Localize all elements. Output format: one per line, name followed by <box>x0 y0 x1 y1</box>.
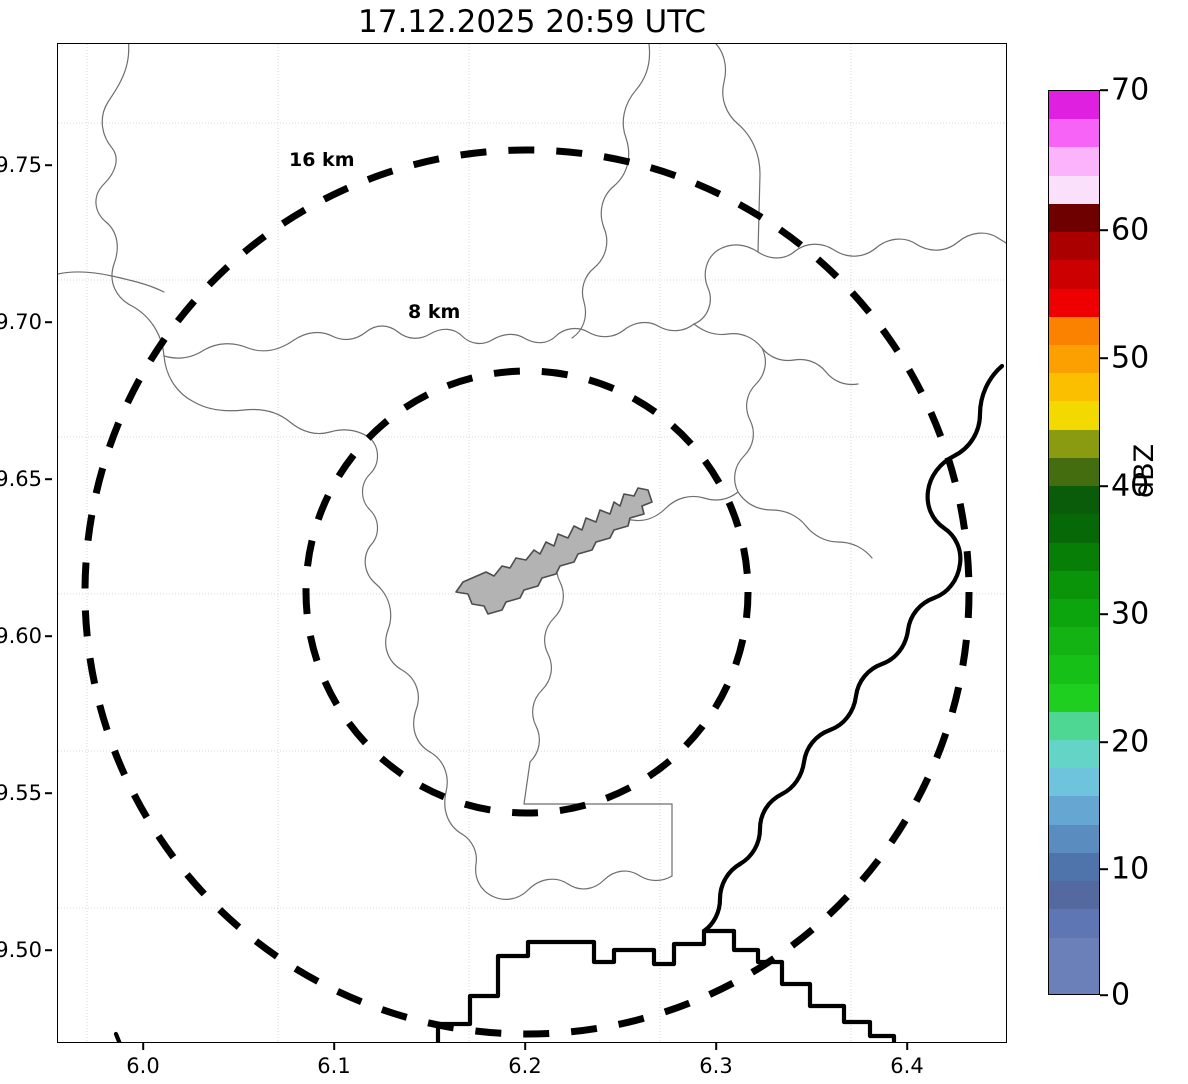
colorbar-tick-10 <box>1100 868 1108 870</box>
x-tick-mark <box>333 1043 335 1050</box>
colorbar-swatch <box>1049 570 1099 599</box>
y-tick-mark <box>45 792 52 794</box>
colorbar-swatch <box>1049 937 1099 966</box>
colorbar-tick-label-0: 0 <box>1111 977 1131 1013</box>
colorbar-swatch <box>1049 881 1099 910</box>
colorbar-swatch <box>1049 768 1099 797</box>
range-rings <box>81 146 973 1038</box>
colorbar-tick-0 <box>1100 994 1108 996</box>
y-tick-label-49.50: 49.50 <box>0 938 42 962</box>
range-ring-16km <box>81 146 973 1038</box>
colorbar-tick-20 <box>1100 741 1108 743</box>
y-tick-label-49.55: 49.55 <box>0 781 42 805</box>
colorbar-swatch <box>1049 824 1099 853</box>
colorbar-swatch <box>1049 91 1099 120</box>
figure-title: 17.12.2025 20:59 UTC <box>358 4 706 40</box>
colorbar-swatch <box>1049 260 1099 289</box>
colorbar-swatch <box>1049 401 1099 430</box>
commune-boundaries <box>58 44 1006 900</box>
colorbar-tick-label-40: 40 <box>1111 468 1150 504</box>
colorbar-swatch <box>1049 909 1099 938</box>
colorbar-swatch <box>1049 514 1099 543</box>
colorbar-swatch <box>1049 175 1099 204</box>
range-ring-8km <box>302 367 752 817</box>
colorbar-swatch <box>1049 627 1099 656</box>
colorbar-swatch <box>1049 457 1099 487</box>
y-tick-mark <box>45 635 52 637</box>
city-polygon <box>455 487 653 615</box>
colorbar-tick-label-70: 70 <box>1111 72 1150 108</box>
map-canvas <box>58 44 1006 1042</box>
colorbar-swatch <box>1049 316 1099 345</box>
y-tick-mark <box>45 321 52 323</box>
colorbar-swatch <box>1049 655 1099 684</box>
colorbar-swatch <box>1049 203 1099 233</box>
colorbar-swatch <box>1049 232 1099 261</box>
colorbar[interactable] <box>1048 90 1100 995</box>
colorbar-axis-label: dBZ <box>1129 443 1160 498</box>
colorbar-ticks: 70 60 50 40 30 20 10 0 <box>1100 73 1188 1013</box>
x-tick-label-6.4: 6.4 <box>890 1054 924 1078</box>
colorbar-tick-label-60: 60 <box>1111 212 1150 248</box>
x-tick-mark <box>142 1043 144 1050</box>
y-tick-label-49.65: 49.65 <box>0 467 42 491</box>
y-tick-label-49.75: 49.75 <box>0 153 42 177</box>
colorbar-tick-label-10: 10 <box>1111 851 1150 887</box>
colorbar-tick-label-20: 20 <box>1111 724 1150 760</box>
colorbar-swatch <box>1049 486 1099 515</box>
y-tick-mark <box>45 164 52 166</box>
range-ring-8km-label: 8 km <box>408 301 461 323</box>
colorbar-swatch <box>1049 852 1099 882</box>
colorbar-tick-30 <box>1100 613 1108 615</box>
colorbar-swatch <box>1049 598 1099 628</box>
colorbar-tick-60 <box>1100 229 1108 231</box>
x-tick-mark <box>906 1043 908 1050</box>
colorbar-swatch <box>1049 542 1099 571</box>
colorbar-swatch <box>1049 147 1099 176</box>
colorbar-swatch <box>1049 288 1099 317</box>
x-tick-label-6.3: 6.3 <box>699 1054 733 1078</box>
x-axis-labels: 6.0 6.1 6.2 6.3 6.4 <box>57 1043 1007 1083</box>
x-tick-mark <box>524 1043 526 1050</box>
colorbar-swatch <box>1049 711 1099 741</box>
colorbar-tick-40 <box>1100 485 1108 487</box>
range-ring-16km-label: 16 km <box>289 149 355 171</box>
colorbar-swatch <box>1049 740 1099 769</box>
colorbar-tick-50 <box>1100 357 1108 359</box>
y-tick-label-49.60: 49.60 <box>0 624 42 648</box>
colorbar-swatch <box>1049 796 1099 825</box>
colorbar-swatch <box>1049 373 1099 402</box>
colorbar-swatch <box>1049 429 1099 458</box>
y-tick-label-49.70: 49.70 <box>0 310 42 334</box>
colorbar-swatch <box>1049 119 1099 148</box>
map-plot-area[interactable]: 16 km 8 km <box>57 43 1007 1043</box>
colorbar-tick-label-30: 30 <box>1111 596 1150 632</box>
colorbar-tick-70 <box>1100 89 1108 91</box>
x-tick-label-6.0: 6.0 <box>126 1054 160 1078</box>
y-tick-mark <box>45 478 52 480</box>
y-axis-labels: 49.75 49.70 49.65 49.60 49.55 49.50 <box>0 43 52 1043</box>
colorbar-tick-label-50: 50 <box>1111 340 1150 376</box>
colorbar-swatch <box>1049 965 1099 994</box>
colorbar-swatch <box>1049 344 1099 374</box>
x-tick-label-6.1: 6.1 <box>317 1054 351 1078</box>
national-border <box>113 363 1005 1042</box>
x-tick-mark <box>715 1043 717 1050</box>
y-tick-mark <box>45 949 52 951</box>
colorbar-swatch <box>1049 683 1099 712</box>
x-tick-label-6.2: 6.2 <box>508 1054 542 1078</box>
